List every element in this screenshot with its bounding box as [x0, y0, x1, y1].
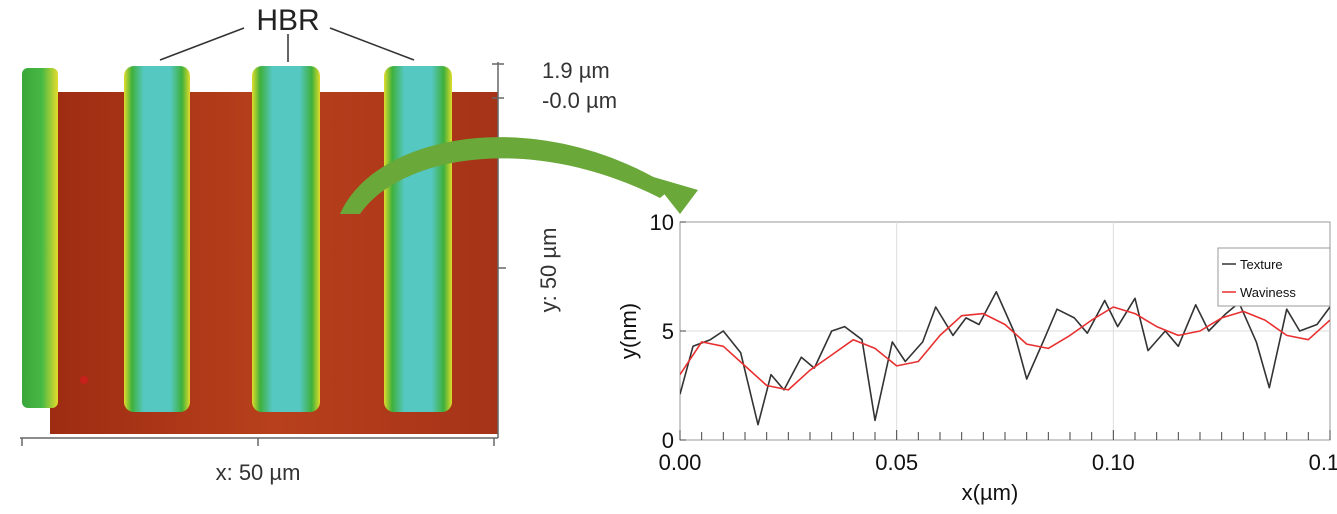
series-line-texture: [680, 290, 1330, 426]
y-tick-label: 10: [650, 210, 674, 235]
map-y-scale: 1.9 µm -0.0 µm y: 50 µm: [492, 58, 617, 438]
legend-box: [1217, 247, 1331, 307]
ridge-3: [384, 66, 452, 412]
legend: Texture Waviness: [1217, 247, 1331, 307]
legend-label-waviness: Waviness: [1240, 285, 1296, 300]
series-line-waviness: [680, 306, 1330, 391]
x-tick-label: 0.05: [875, 450, 918, 475]
x-axis-label: x(µm): [962, 480, 1019, 505]
map-x-size-label: x: 50 µm: [216, 460, 301, 485]
curved-arrow: [340, 137, 698, 214]
y-tick-label: 5: [662, 319, 674, 344]
map-x-scale: x: 50 µm: [20, 437, 498, 485]
profile-chart: 0.00 0.05 0.10 0.15 0 5 10 x(µm) y(nm) Texture…: [616, 210, 1337, 505]
ridge-2: [252, 66, 320, 412]
x-tick-label: 0.00: [659, 450, 702, 475]
map-y-size-label: y: 50 µm: [536, 228, 561, 313]
z-max-label: 1.9 µm: [542, 58, 610, 83]
x-tick-label: 0.10: [1092, 450, 1135, 475]
ridge-1: [124, 66, 190, 412]
z-min-label: -0.0 µm: [542, 88, 617, 113]
legend-label-texture: Texture: [1240, 257, 1283, 272]
surface-defect: [80, 376, 88, 384]
hbr-annotation: HBR: [159, 4, 415, 62]
y-tick-label: 0: [662, 428, 674, 453]
edge-ridge-left: [22, 68, 58, 408]
surface-map: [22, 66, 498, 434]
y-axis-label: y(nm): [616, 303, 641, 359]
hbr-label: HBR: [256, 4, 319, 37]
x-tick-label: 0.15: [1309, 450, 1337, 475]
